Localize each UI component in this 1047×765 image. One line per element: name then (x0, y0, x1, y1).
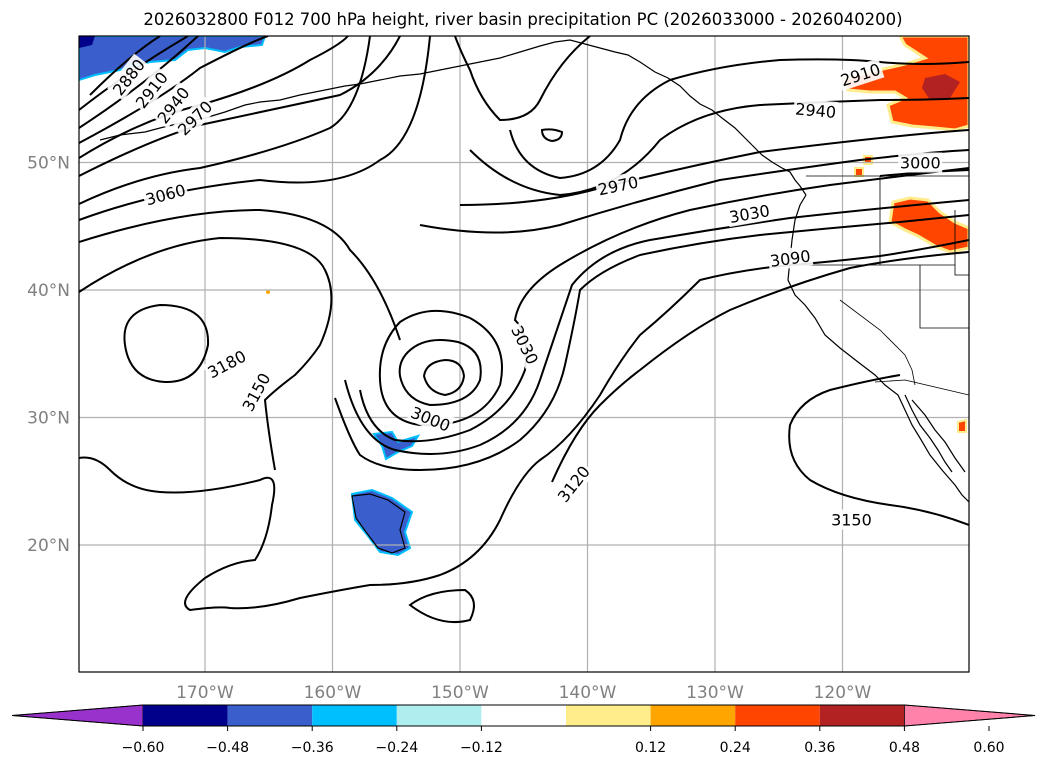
colorbar-tick-label: 0.12 (635, 740, 666, 756)
precip-positive-spot-2 (854, 167, 864, 177)
contour-label: 3150 (238, 370, 274, 415)
latitude-axis: 50°N 40°N 30°N 20°N (27, 154, 70, 557)
height-contours (79, 36, 969, 624)
contour-3150-outer (79, 239, 969, 612)
contour-label: 3000 (900, 154, 941, 173)
colorbar-segment-7 (650, 705, 736, 726)
colorbar: −0.60 −0.48 −0.36 −0.24 −0.12 0.12 0.24 0.36 0.4… (11, 704, 1036, 756)
lat-tick-label: 20°N (27, 536, 70, 556)
contour-3180 (123, 303, 210, 384)
contour-2940-east (469, 97, 969, 197)
colorbar-tick-label: −0.36 (291, 740, 334, 756)
colorbar-segment-4 (396, 705, 482, 726)
colorbar-tick-label: −0.48 (206, 740, 249, 756)
lat-tick-label: 30°N (27, 409, 70, 429)
colorbar-tick-label: 0.24 (720, 740, 751, 756)
precip-negative-region-central (372, 430, 421, 461)
contour-2880-north (454, 36, 591, 122)
contour-3120-loop (408, 588, 475, 624)
lon-tick-label: 160°W (304, 683, 362, 703)
colorbar-segment-6 (566, 705, 651, 726)
contour-3150-east (788, 374, 969, 526)
gulf-of-california-coastline (911, 399, 966, 473)
contour-label: 3030 (728, 201, 771, 227)
contour-3030-south (359, 167, 969, 443)
precip-positive-region-east (888, 196, 969, 254)
contour-3000-east (459, 129, 969, 206)
longitude-axis: 170°W 160°W 150°W 140°W 130°W 120°W (176, 683, 871, 703)
colorbar-tick-label: 0.48 (889, 740, 920, 756)
hawaii-coastline (351, 493, 406, 554)
contour-label: 3090 (769, 246, 812, 270)
map-title: 2026032800 F012 700 hPa height, river ba… (143, 10, 902, 29)
contour-label: 3030 (507, 323, 542, 368)
lon-tick-label: 130°W (686, 683, 744, 703)
colorbar-segment-1 (143, 705, 228, 726)
contour-3000-low (378, 309, 503, 427)
contour-2940 (79, 36, 199, 129)
contour-2940-low (422, 358, 466, 397)
baja-peninsula-coastline (904, 394, 953, 473)
colorbar-tick-label: −0.60 (122, 740, 165, 756)
contour-2970-low (398, 339, 482, 407)
alaska-coastline (459, 39, 753, 146)
colorbar-segment-9 (819, 705, 905, 726)
colorbar-segment-3 (312, 705, 397, 726)
contour-3090-south (334, 214, 969, 472)
colorbar-tick-label: −0.24 (375, 740, 418, 756)
contour-3120-west (79, 208, 401, 341)
contour-labels: 2880291029402970306031803150300030303120… (107, 53, 943, 530)
lat-tick-label: 40°N (27, 281, 70, 301)
colorbar-tick-label: 0.60 (973, 740, 1004, 756)
contour-3060-west (79, 36, 371, 205)
contour-label: 3180 (204, 346, 249, 382)
colorbar-segment-8 (735, 705, 820, 726)
contour-label: 3060 (143, 180, 187, 209)
aleutian-coastline (99, 65, 461, 141)
precip-positive-spot-4 (266, 290, 270, 294)
coastlines (99, 39, 969, 554)
colorbar-extend-low (11, 704, 144, 727)
precip-negative-core-northwest (79, 36, 95, 48)
precip-positive-core-northeast (922, 74, 960, 100)
contour-2970-east (419, 149, 969, 234)
contour-2910-east (509, 58, 969, 180)
contour-3000-west (79, 36, 349, 159)
lat-tick-label: 50°N (27, 154, 70, 174)
contour-3120-east (551, 251, 969, 483)
lon-tick-label: 170°W (176, 683, 234, 703)
colorbar-tick-label: 0.36 (804, 740, 835, 756)
contour-label: 3000 (408, 403, 453, 436)
precip-positive-spot-3 (957, 418, 967, 433)
contour-label: 2940 (795, 99, 837, 121)
contour-label: 3150 (831, 511, 872, 530)
lon-tick-label: 140°W (559, 683, 617, 703)
contour-small-low (540, 128, 564, 143)
colorbar-extend-high (904, 704, 1036, 727)
lon-tick-label: 120°W (814, 683, 872, 703)
contour-2880 (89, 36, 161, 96)
contour-3030-west (79, 36, 401, 177)
contour-3060-south (344, 199, 969, 455)
map-frame (78, 35, 970, 673)
contour-3150-west (79, 236, 333, 471)
contour-label: 2970 (596, 172, 640, 199)
colorbar-tick-label: −0.12 (460, 740, 503, 756)
contour-2970-north (79, 36, 269, 144)
colorbar-segment-5 (481, 705, 566, 726)
lon-tick-label: 150°W (431, 683, 489, 703)
colorbar-segment-2 (227, 705, 313, 726)
